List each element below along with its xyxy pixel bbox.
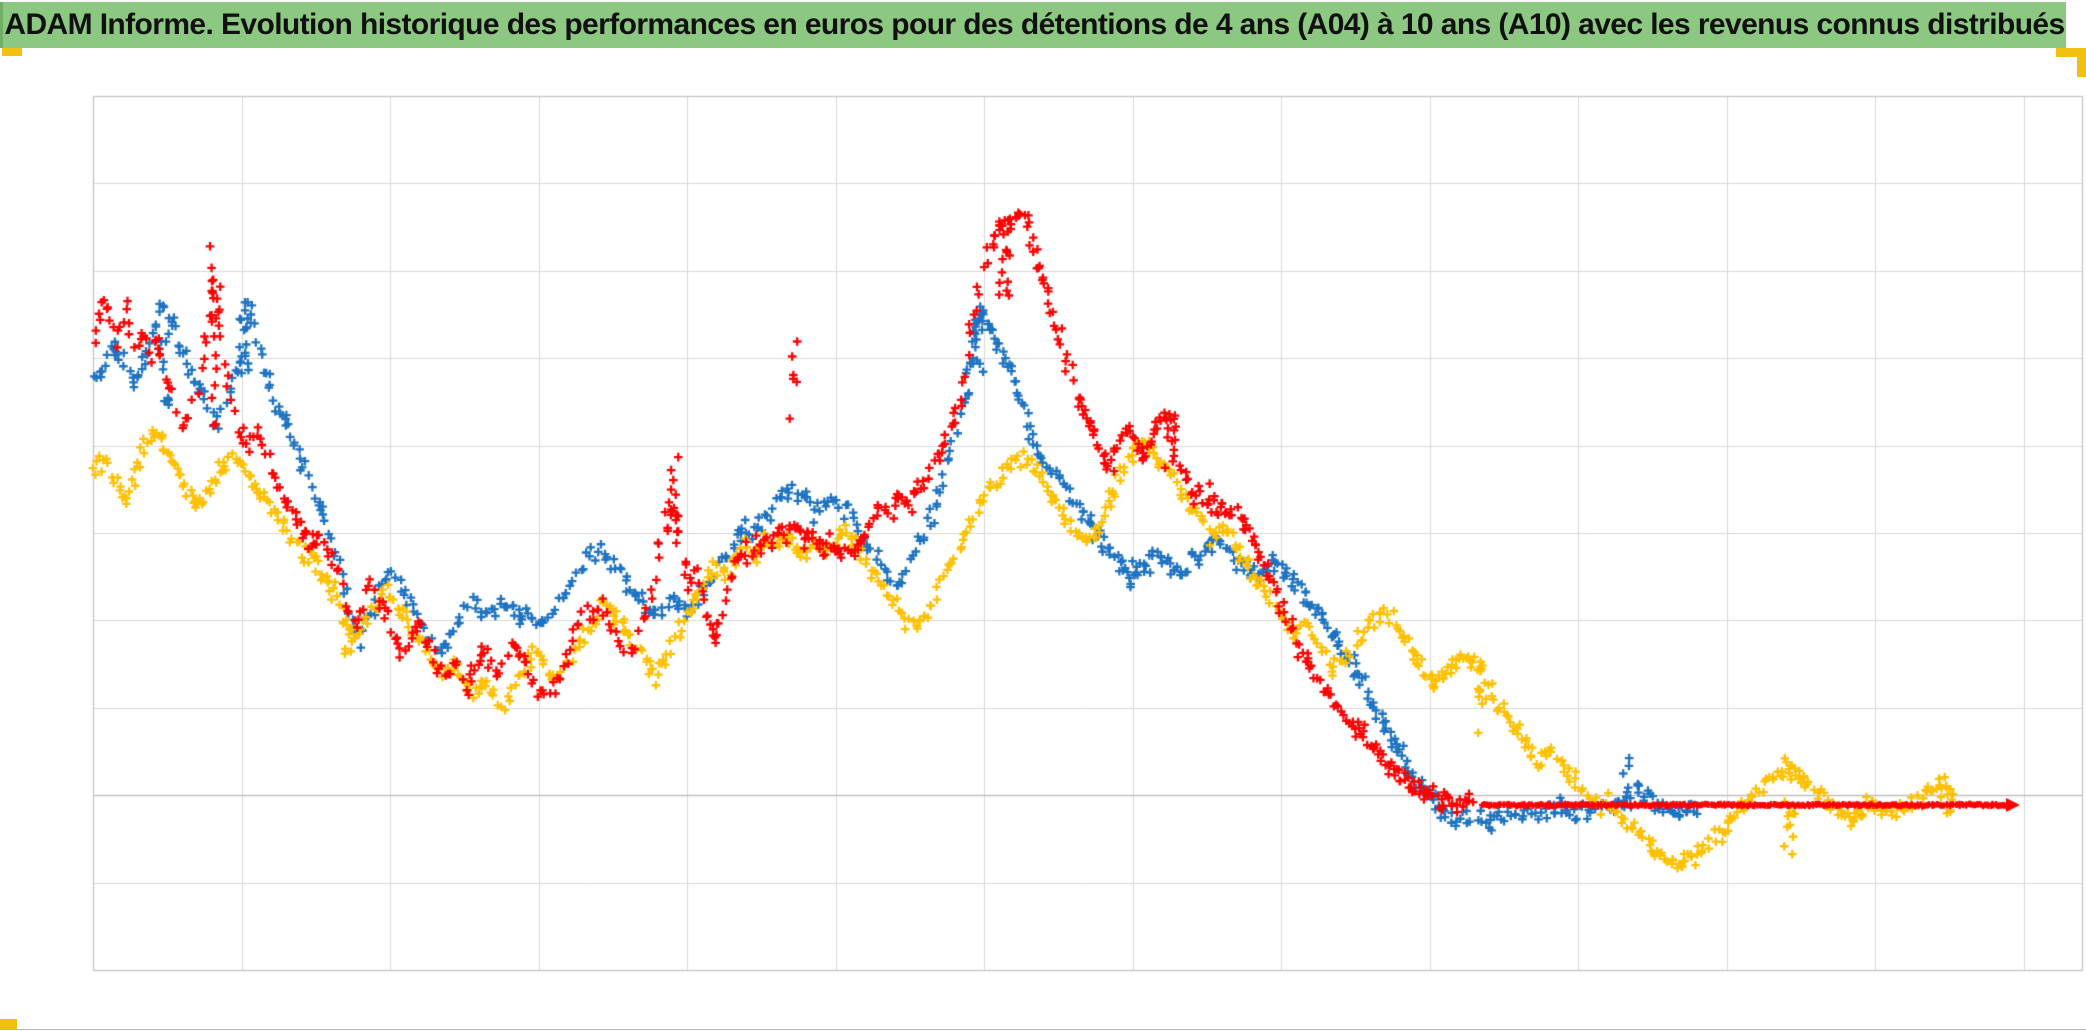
bottom-rule [0,1029,2086,1030]
bottom-yellow-tab [0,1019,17,1030]
